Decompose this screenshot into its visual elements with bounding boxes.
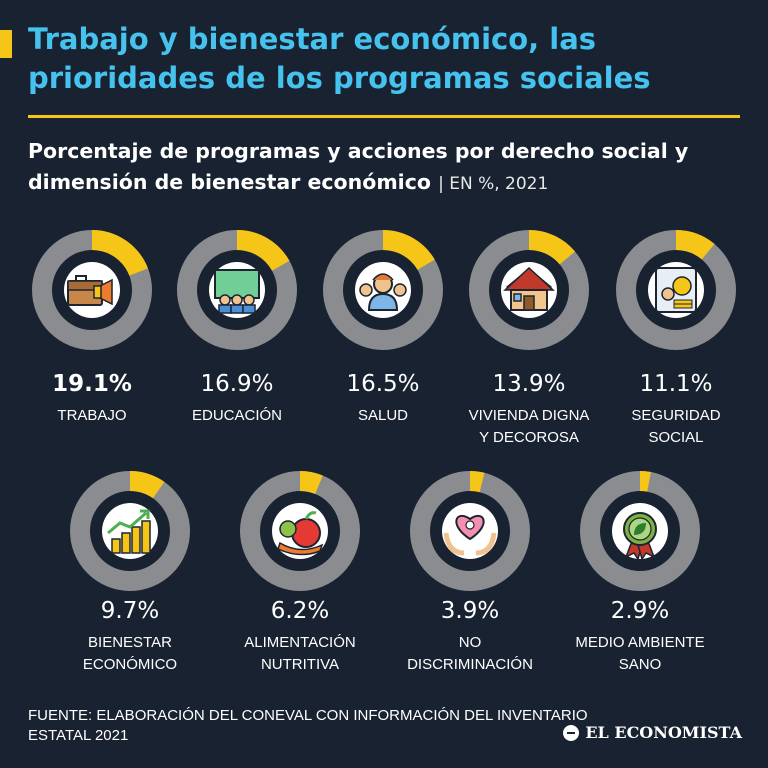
- donut-7: [240, 471, 360, 591]
- chart-subtitle: Porcentaje de programas y acciones por d…: [28, 136, 748, 200]
- medical-staff-icon: [359, 273, 407, 311]
- page-title: Trabajo y bienestar económico, las prior…: [28, 22, 651, 95]
- category-label: SALUD: [358, 407, 408, 424]
- heart-hands-icon: [443, 514, 497, 556]
- brand-icon: [563, 724, 580, 741]
- category-label: SOCIAL: [648, 429, 703, 446]
- value-label: 3.9%: [441, 598, 499, 624]
- donut-slice: [410, 471, 530, 591]
- category-label: ALIMENTACIÓN: [244, 634, 355, 651]
- donut-9: [580, 471, 700, 591]
- brand-name: EL ECONOMISTA: [585, 723, 742, 742]
- category-label: BIENESTAR: [88, 634, 172, 651]
- donut-5: [616, 230, 736, 350]
- donut-slice: [616, 230, 736, 350]
- donut-slice: [580, 471, 700, 591]
- category-label: TRABAJO: [57, 407, 126, 424]
- donut-6: [70, 471, 190, 591]
- classroom-icon: [214, 269, 260, 314]
- category-label: SANO: [619, 656, 662, 673]
- donut-slice: [240, 471, 360, 591]
- subtitle-text: Porcentaje de programas y acciones por d…: [28, 139, 689, 194]
- house-icon: [503, 266, 555, 311]
- unit-note: | EN %, 2021: [438, 174, 549, 194]
- value-label: 13.9%: [492, 371, 565, 397]
- donut-slice: [323, 230, 443, 350]
- source-note: FUENTE: ELABORACIÓN DEL CONEVAL CON INFO…: [28, 707, 588, 744]
- title-divider: [28, 115, 740, 118]
- donut-slice: [70, 471, 190, 591]
- donut-slice: [469, 230, 589, 350]
- leaf-badge-icon: [623, 512, 657, 561]
- category-label: NUTRITIVA: [261, 656, 339, 673]
- category-label: SEGURIDAD: [631, 407, 720, 424]
- briefcase-icon: [67, 275, 113, 306]
- value-label: 16.9%: [200, 371, 273, 397]
- category-label: NO: [459, 634, 482, 651]
- growth-coins-icon: [107, 509, 151, 554]
- category-label: ECONÓMICO: [83, 656, 177, 673]
- donut-slice: [32, 230, 152, 350]
- category-label: MEDIO AMBIENTE: [575, 634, 704, 651]
- fruits-icon: [277, 511, 324, 556]
- category-label: Y DECOROSA: [479, 429, 579, 446]
- social-security-icon: [655, 267, 697, 313]
- value-label: 19.1%: [52, 371, 132, 397]
- value-label: 9.7%: [101, 598, 159, 624]
- donut-4: [469, 230, 589, 350]
- donut-3: [323, 230, 443, 350]
- value-label: 11.1%: [639, 371, 712, 397]
- category-label: VIVIENDA DIGNA: [469, 407, 590, 424]
- category-label: DISCRIMINACIÓN: [407, 656, 533, 673]
- category-label: EDUCACIÓN: [192, 407, 282, 424]
- donut-2: [177, 230, 297, 350]
- value-label: 16.5%: [346, 371, 419, 397]
- donut-slice: [177, 230, 297, 350]
- value-label: 2.9%: [611, 598, 669, 624]
- donut-8: [410, 471, 530, 591]
- donut-1: [32, 230, 152, 350]
- brand-logo: EL ECONOMISTA: [563, 723, 742, 742]
- title-accent-bar: [0, 30, 12, 58]
- value-label: 6.2%: [271, 598, 329, 624]
